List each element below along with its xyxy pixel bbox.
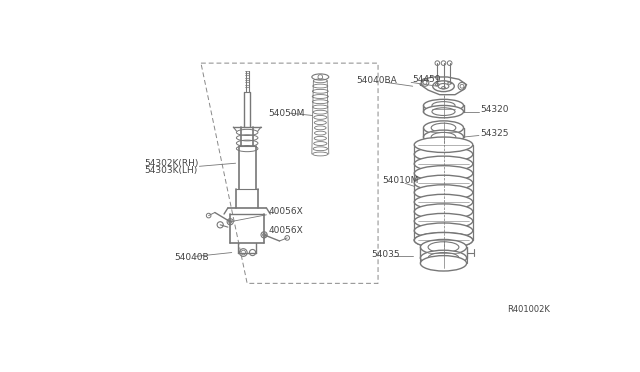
Text: 54040B: 54040B xyxy=(174,253,209,262)
Ellipse shape xyxy=(414,194,473,210)
Text: R401002K: R401002K xyxy=(507,305,550,314)
Circle shape xyxy=(239,249,247,256)
Circle shape xyxy=(261,232,267,238)
Ellipse shape xyxy=(431,123,456,132)
Ellipse shape xyxy=(414,185,473,200)
Ellipse shape xyxy=(428,253,459,263)
Ellipse shape xyxy=(414,214,473,229)
Text: 54325: 54325 xyxy=(481,129,509,138)
Ellipse shape xyxy=(414,232,473,248)
Circle shape xyxy=(217,222,223,228)
Circle shape xyxy=(447,61,452,65)
Ellipse shape xyxy=(414,166,473,181)
Circle shape xyxy=(458,82,466,90)
Ellipse shape xyxy=(424,99,463,112)
Text: 54035: 54035 xyxy=(371,250,400,259)
Circle shape xyxy=(250,250,255,256)
Text: 54303K(LH): 54303K(LH) xyxy=(145,166,198,174)
Ellipse shape xyxy=(432,108,455,115)
Ellipse shape xyxy=(414,156,473,171)
Text: 40056X: 40056X xyxy=(269,227,303,235)
Circle shape xyxy=(227,219,234,225)
Text: 54010M: 54010M xyxy=(382,176,419,185)
Ellipse shape xyxy=(424,106,463,118)
Text: 54320: 54320 xyxy=(481,105,509,114)
Circle shape xyxy=(421,78,429,86)
Ellipse shape xyxy=(420,240,467,255)
Text: 40056X: 40056X xyxy=(269,207,303,216)
Ellipse shape xyxy=(431,132,456,142)
Ellipse shape xyxy=(420,250,467,266)
Ellipse shape xyxy=(424,130,463,144)
Ellipse shape xyxy=(424,121,463,135)
Ellipse shape xyxy=(432,102,455,109)
Ellipse shape xyxy=(414,175,473,190)
Ellipse shape xyxy=(414,137,473,153)
Ellipse shape xyxy=(414,147,473,162)
Ellipse shape xyxy=(414,232,473,248)
Circle shape xyxy=(435,61,440,65)
Ellipse shape xyxy=(428,242,459,253)
Text: 54040BA: 54040BA xyxy=(356,76,397,85)
Ellipse shape xyxy=(420,256,467,271)
Circle shape xyxy=(441,61,446,65)
Ellipse shape xyxy=(414,223,473,238)
Text: 54050M: 54050M xyxy=(269,109,305,118)
Ellipse shape xyxy=(414,204,473,219)
Text: 54459: 54459 xyxy=(413,75,441,84)
Text: 54302K(RH): 54302K(RH) xyxy=(145,159,199,168)
